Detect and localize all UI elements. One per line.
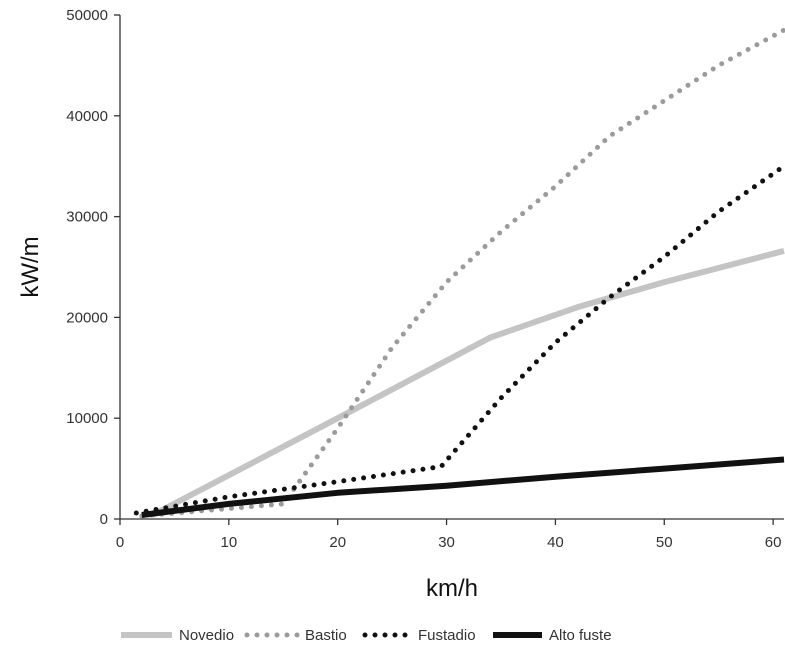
y-tick-label: 20000 (66, 309, 108, 326)
legend-item: Fustadio (362, 627, 476, 644)
legend-label: Alto fuste (549, 627, 612, 644)
ticks: 0 10 20 30 40 50 60 0 10000 20000 30000 40000 50000 (66, 7, 781, 551)
x-tick-label: 20 (329, 534, 346, 551)
x-tick-label: 60 (765, 534, 782, 551)
x-tick-label: 50 (656, 534, 673, 551)
y-tick-label: 40000 (66, 108, 108, 125)
legend-item: Alto fuste (493, 627, 612, 644)
y-tick-label: 0 (100, 511, 108, 528)
y-tick-label: 30000 (66, 209, 108, 226)
x-axis-title: km/h (426, 575, 478, 602)
legend-label: Fustadio (418, 627, 476, 644)
y-tick-label: 50000 (66, 7, 108, 24)
x-tick-label: 0 (116, 534, 124, 551)
legend-label: Novedio (179, 627, 234, 644)
x-tick-label: 40 (547, 534, 564, 551)
x-tick-label: 30 (438, 534, 455, 551)
y-axis-title: kW/m (17, 236, 44, 297)
x-tick-label: 10 (221, 534, 238, 551)
series-lines (133, 27, 785, 519)
legend: Novedio Bastio Fustadio Alto fuste (121, 627, 612, 644)
series-line-fustadio (133, 163, 785, 516)
legend-item: Bastio (244, 627, 347, 644)
axes (119, 15, 784, 520)
series-line-novedio (151, 247, 785, 518)
legend-label: Bastio (305, 627, 347, 644)
legend-item: Novedio (121, 627, 234, 644)
series-line-alto-fuste (141, 456, 785, 518)
y-tick-label: 10000 (66, 410, 108, 427)
series-line-bastio (139, 27, 785, 519)
